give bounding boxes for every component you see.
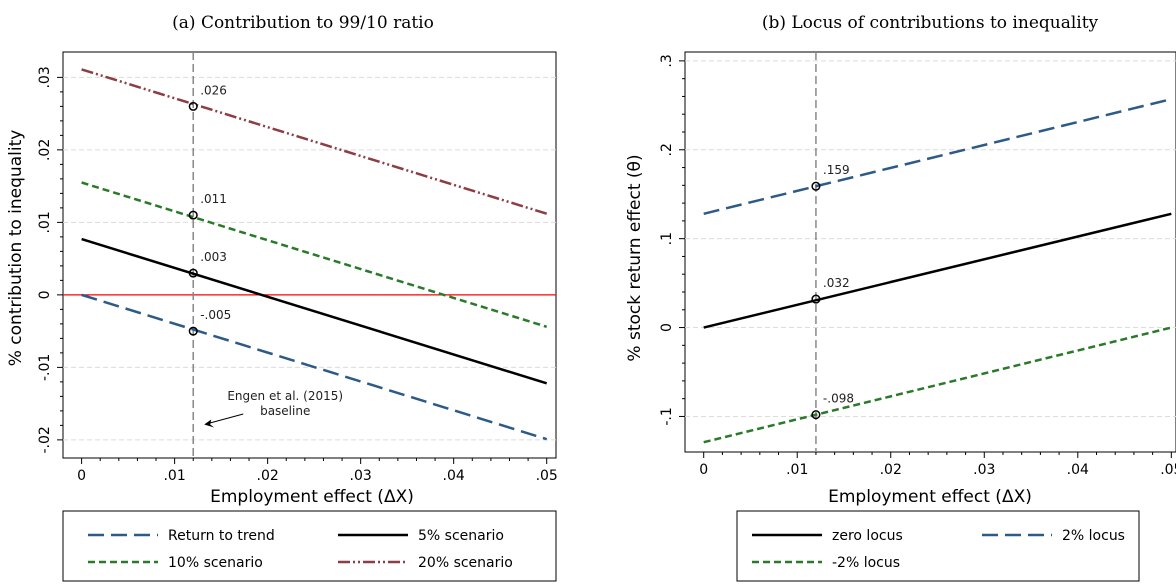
- panel-a-marker-label: .003: [200, 250, 227, 264]
- panel-b-plot-frame: [684, 51, 1176, 453]
- panel-b-series-line: [703, 97, 1172, 215]
- panel-a-marker: [188, 210, 198, 220]
- panel-b-title: (b) Locus of contributions to inequality: [762, 13, 1099, 33]
- panel-a-annotation-line1: Engen et al. (2015): [227, 389, 343, 403]
- panel-a-series-line: [81, 237, 548, 385]
- panel-b-x-tick-label: .01: [786, 462, 808, 478]
- panel-a-series-line: [81, 181, 548, 328]
- panel-a-legend-box: [62, 510, 557, 582]
- panel-b-legend-label: 2% locus: [1062, 528, 1125, 544]
- panel-b-y-tick-label: 0: [659, 323, 675, 332]
- panel-b-y-tick-label: .2: [659, 143, 675, 156]
- panel-b-legend-label: -2% locus: [832, 555, 900, 571]
- panel-b-marker: [811, 181, 821, 191]
- panel-a-annotation-line2: baseline: [260, 404, 310, 418]
- panel-a-marker-label: .011: [200, 192, 227, 206]
- panel-b-y-tick-label: .3: [659, 54, 675, 67]
- panel-a-y-tick-label: .02: [37, 139, 53, 161]
- panel-b-y-tick-label: -.1: [659, 407, 675, 425]
- panel-b-y-axis-label: % stock return effect (θ): [625, 154, 645, 361]
- panel-a-x-tick-label: .04: [443, 468, 465, 484]
- panel-a-y-tick-label: .03: [37, 66, 53, 88]
- panel-b-marker-label: .159: [823, 163, 850, 177]
- panel-a-y-tick-label: 0: [37, 290, 53, 299]
- panel-a-x-tick-label: .03: [350, 468, 372, 484]
- panel-b-x-tick-label: 0: [699, 462, 708, 478]
- panel-b-legend: zero locus 2% locus -2% locus: [736, 510, 1140, 582]
- panel-a-y-tick-label: -.02: [37, 426, 53, 453]
- panel-a-annotation-arrow: [206, 413, 244, 425]
- panel-a-marker: [188, 326, 198, 336]
- panel-a-legend: Return to trend 5% scenario 10% scenario 20…: [62, 510, 557, 582]
- panel-a-x-tick-label: .01: [163, 468, 185, 484]
- panel-a-marker-label: .026: [200, 83, 227, 97]
- panel-a-marker-label: -.005: [200, 308, 231, 322]
- panel-b-x-tick-label: .04: [1067, 462, 1089, 478]
- panel-a-legend-label: 10% scenario: [168, 555, 263, 571]
- panel-a-marker: [188, 268, 198, 278]
- panel-a-annotation-arrowhead: [204, 419, 215, 428]
- panel-a-legend-label: 20% scenario: [418, 555, 513, 571]
- panel-a-plot-frame: [62, 51, 557, 459]
- panel-a-x-tick-label: 0: [77, 468, 86, 484]
- panel-a-legend-label: 5% scenario: [418, 528, 504, 544]
- panel-b-x-tick-label: .03: [973, 462, 995, 478]
- panel-b-marker: [811, 410, 821, 420]
- panel-b-marker: [811, 294, 821, 304]
- panel-b-series-line: [703, 326, 1172, 444]
- panel-b-y-tick-label: .1: [659, 232, 675, 245]
- panel-a-series-line: [81, 293, 548, 441]
- panel-a-y-axis-label: % contribution to inequality: [6, 130, 26, 367]
- panel-a-y-tick-label: -.01: [37, 354, 53, 381]
- panel-b-plot-area: -.1 0 .1 .2 .3 0 .01 .02 .03 .04 .05 .159 .032 -.098: [659, 51, 1176, 478]
- panel-b-x-tick-label: .05: [1160, 462, 1176, 478]
- panel-b-x-axis-label: Employment effect (ΔX): [828, 487, 1032, 507]
- panel-b-marker-label: .032: [823, 276, 850, 290]
- panel-b: (b) Locus of contributions to inequality…: [625, 13, 1176, 582]
- panel-a-y-tick-label: .01: [37, 211, 53, 233]
- panel-b-legend-label: zero locus: [832, 528, 903, 544]
- panel-a-x-tick-label: .05: [536, 468, 558, 484]
- panel-b-x-tick-label: .02: [880, 462, 902, 478]
- panel-a: (a) Contribution to 99/10 ratio -.02 -.01…: [6, 13, 558, 582]
- panel-a-x-axis-label: Employment effect (ΔX): [210, 487, 414, 507]
- panel-a-legend-label: Return to trend: [168, 528, 275, 544]
- panel-a-x-tick-label: .02: [257, 468, 279, 484]
- panel-a-marker: [188, 101, 198, 111]
- panel-a-plot-area: -.02 -.01 0 .01 .02 .03 0 .01 .02 .03 .04 .05 .026 .0…: [37, 51, 558, 484]
- panel-a-series-line: [81, 68, 548, 215]
- panel-a-title: (a) Contribution to 99/10 ratio: [172, 13, 434, 33]
- panel-b-legend-box: [736, 510, 1140, 582]
- panel-b-series-line: [703, 212, 1172, 329]
- panel-b-marker-label: -.098: [823, 392, 854, 406]
